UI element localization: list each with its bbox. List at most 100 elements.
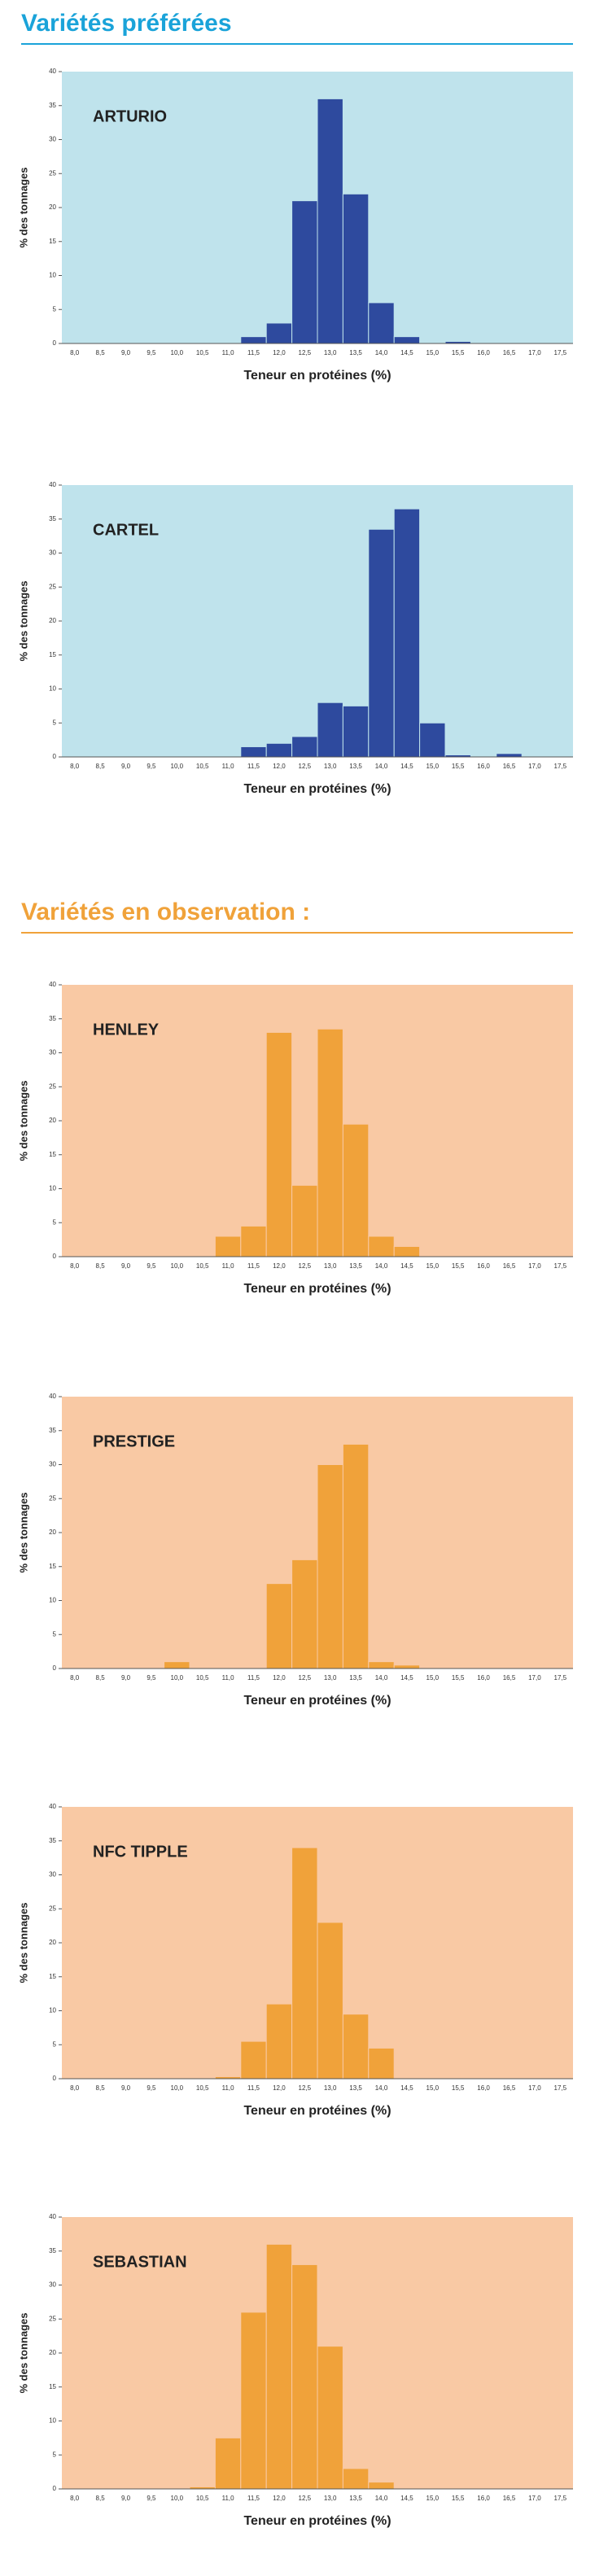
x-tick-label: 15,0 bbox=[426, 1674, 440, 1682]
bar bbox=[265, 1583, 293, 1669]
x-tick-label: 11,5 bbox=[247, 763, 260, 770]
x-tick-label: 12,0 bbox=[273, 349, 286, 356]
x-tick-label: 16,5 bbox=[503, 1674, 516, 1682]
x-tick-label: 9,5 bbox=[147, 2084, 156, 2092]
bar bbox=[496, 753, 523, 758]
x-tick-label: 16,0 bbox=[477, 1262, 490, 1270]
y-tick-label: 25 bbox=[49, 1494, 56, 1502]
x-tick-label: 10,0 bbox=[171, 1262, 184, 1270]
x-tick-label: 10,5 bbox=[196, 1674, 209, 1682]
x-tick-label: 10,0 bbox=[171, 1674, 184, 1682]
x-tick-label: 8,0 bbox=[70, 763, 80, 770]
x-tick-label: 8,5 bbox=[96, 2084, 106, 2092]
section-title: Variétés en observation : bbox=[21, 899, 310, 925]
y-axis-label: % des tonnages bbox=[17, 581, 29, 662]
bar bbox=[368, 528, 395, 758]
x-tick-label: 12,5 bbox=[299, 1674, 312, 1682]
bar bbox=[342, 2014, 370, 2080]
x-tick-label: 10,0 bbox=[171, 2084, 184, 2092]
x-tick-label: 15,0 bbox=[426, 349, 440, 356]
x-tick-label: 15,0 bbox=[426, 763, 440, 770]
bar bbox=[240, 1225, 267, 1257]
x-tick-label: 9,0 bbox=[121, 1674, 131, 1682]
x-tick-label: 16,0 bbox=[477, 763, 490, 770]
x-tick-label: 17,0 bbox=[528, 2495, 541, 2502]
x-tick-label: 14,0 bbox=[375, 1674, 388, 1682]
x-tick-label: 12,5 bbox=[299, 1262, 312, 1270]
x-tick-label: 14,5 bbox=[400, 1262, 413, 1270]
x-tick-label: 9,5 bbox=[147, 1262, 156, 1270]
y-tick-label: 30 bbox=[49, 1049, 56, 1056]
y-tick-label: 0 bbox=[53, 1664, 57, 1672]
y-tick-label: 40 bbox=[49, 981, 56, 988]
y-tick-label: 15 bbox=[49, 1151, 56, 1158]
bar bbox=[265, 2003, 293, 2080]
y-tick-label: 35 bbox=[49, 515, 56, 523]
x-tick-label: 14,5 bbox=[400, 349, 413, 356]
bar bbox=[291, 1847, 318, 2080]
y-tick-label: 35 bbox=[49, 2247, 56, 2255]
x-tick-label: 13,0 bbox=[324, 763, 337, 770]
y-tick-label: 5 bbox=[53, 719, 57, 726]
x-tick-label: 11,0 bbox=[222, 1674, 235, 1682]
y-tick-label: 40 bbox=[49, 2213, 56, 2220]
bar bbox=[214, 1236, 242, 1257]
y-tick-label: 25 bbox=[49, 1905, 56, 1912]
bar bbox=[214, 2437, 242, 2490]
x-tick-label: 13,5 bbox=[349, 349, 362, 356]
x-tick-label: 11,0 bbox=[222, 1262, 235, 1270]
x-tick-label: 11,0 bbox=[222, 763, 235, 770]
y-tick-label: 5 bbox=[53, 2451, 57, 2458]
y-tick-label: 15 bbox=[49, 238, 56, 245]
bar bbox=[291, 736, 318, 758]
x-tick-label: 11,5 bbox=[247, 2084, 260, 2092]
x-tick-label: 16,0 bbox=[477, 2084, 490, 2092]
x-tick-label: 9,5 bbox=[147, 2495, 156, 2502]
x-tick-label: 8,0 bbox=[70, 2495, 80, 2502]
y-axis-label: % des tonnages bbox=[17, 168, 29, 248]
x-tick-label: 12,0 bbox=[273, 1674, 286, 1682]
x-tick-label: 16,5 bbox=[503, 349, 516, 356]
x-tick-label: 13,0 bbox=[324, 1262, 337, 1270]
x-tick-label: 17,0 bbox=[528, 1674, 541, 1682]
x-tick-label: 15,0 bbox=[426, 2495, 440, 2502]
x-tick-label: 11,0 bbox=[222, 2084, 235, 2092]
y-tick-label: 20 bbox=[49, 617, 56, 624]
x-tick-label: 12,0 bbox=[273, 2495, 286, 2502]
x-tick-label: 14,5 bbox=[400, 763, 413, 770]
bar bbox=[164, 1661, 190, 1669]
x-tick-label: 9,0 bbox=[121, 1262, 131, 1270]
x-tick-label: 14,5 bbox=[400, 2084, 413, 2092]
x-tick-label: 12,5 bbox=[299, 763, 312, 770]
bar bbox=[317, 98, 343, 344]
bar bbox=[291, 2263, 318, 2490]
x-tick-label: 17,5 bbox=[554, 1262, 567, 1270]
y-tick-label: 40 bbox=[49, 1803, 56, 1810]
x-tick-label: 13,5 bbox=[349, 763, 362, 770]
bar bbox=[342, 193, 370, 344]
x-tick-label: 13,5 bbox=[349, 1262, 362, 1270]
y-tick-label: 10 bbox=[49, 1597, 56, 1604]
x-tick-label: 15,5 bbox=[452, 763, 465, 770]
y-tick-label: 35 bbox=[49, 102, 56, 109]
bar bbox=[368, 302, 395, 344]
x-tick-label: 9,0 bbox=[121, 2084, 131, 2092]
bar bbox=[368, 2047, 395, 2080]
x-axis-label: Teneur en protéines (%) bbox=[243, 1282, 391, 1296]
y-axis-label: % des tonnages bbox=[17, 1493, 29, 1573]
y-tick-label: 25 bbox=[49, 2315, 56, 2322]
bar bbox=[240, 2040, 267, 2080]
x-tick-label: 16,5 bbox=[503, 2495, 516, 2502]
x-tick-label: 16,0 bbox=[477, 349, 490, 356]
x-tick-label: 13,0 bbox=[324, 2495, 337, 2502]
bar bbox=[342, 705, 370, 758]
y-tick-label: 10 bbox=[49, 272, 56, 279]
section-title: Variétés préférées bbox=[21, 10, 232, 37]
bar bbox=[265, 322, 293, 344]
x-tick-label: 17,5 bbox=[554, 2495, 567, 2502]
x-tick-label: 8,5 bbox=[96, 2495, 106, 2502]
y-tick-label: 15 bbox=[49, 1563, 56, 1570]
bar bbox=[240, 2311, 267, 2490]
y-tick-label: 30 bbox=[49, 2281, 56, 2289]
